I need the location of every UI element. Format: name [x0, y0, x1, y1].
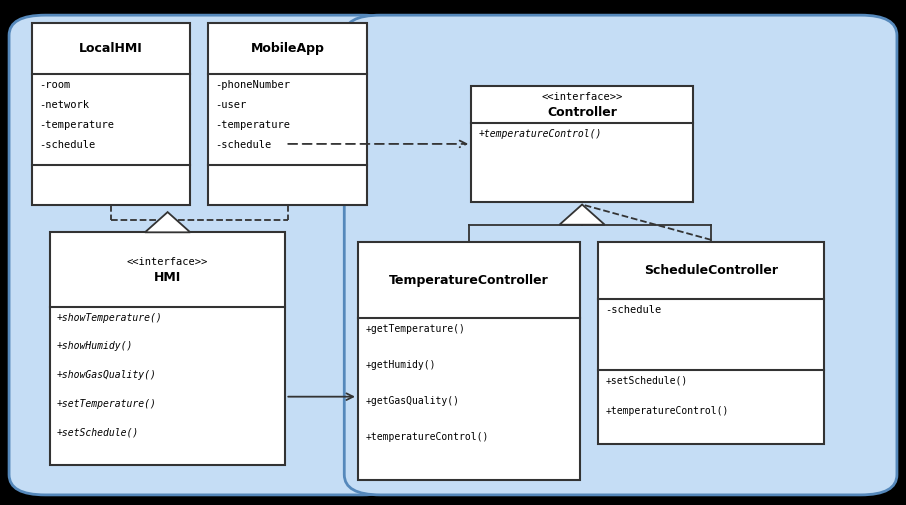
Text: <<interface>>: <<interface>>: [542, 92, 622, 102]
Text: -room: -room: [39, 80, 70, 90]
Polygon shape: [145, 212, 190, 232]
FancyBboxPatch shape: [344, 15, 897, 495]
Polygon shape: [560, 205, 605, 225]
Text: -schedule: -schedule: [39, 140, 95, 150]
Text: +showGasQuality(): +showGasQuality(): [57, 370, 157, 380]
Text: MobileApp: MobileApp: [251, 42, 324, 55]
FancyBboxPatch shape: [50, 232, 285, 465]
Text: +getTemperature(): +getTemperature(): [365, 324, 465, 334]
Text: Controller: Controller: [547, 106, 617, 119]
Text: -user: -user: [216, 100, 246, 110]
FancyBboxPatch shape: [471, 86, 693, 202]
Text: +setSchedule(): +setSchedule(): [57, 428, 140, 437]
FancyBboxPatch shape: [598, 242, 824, 444]
Text: -phoneNumber: -phoneNumber: [216, 80, 291, 90]
Text: -temperature: -temperature: [39, 120, 114, 130]
Text: +setSchedule(): +setSchedule(): [605, 376, 688, 386]
Text: TemperatureController: TemperatureController: [389, 274, 549, 287]
Text: -network: -network: [39, 100, 89, 110]
Text: +temperatureControl(): +temperatureControl(): [365, 432, 488, 442]
Text: -schedule: -schedule: [216, 140, 272, 150]
Text: +showTemperature(): +showTemperature(): [57, 313, 163, 323]
FancyBboxPatch shape: [208, 23, 367, 205]
Text: +showHumidy(): +showHumidy(): [57, 341, 133, 351]
Text: -temperature: -temperature: [216, 120, 291, 130]
Text: +getGasQuality(): +getGasQuality(): [365, 396, 459, 406]
Text: -schedule: -schedule: [605, 305, 661, 315]
Text: <<interface>>: <<interface>>: [127, 257, 208, 267]
Text: ScheduleController: ScheduleController: [644, 264, 778, 277]
Text: HMI: HMI: [154, 271, 181, 283]
FancyBboxPatch shape: [358, 242, 580, 480]
Text: +getHumidy(): +getHumidy(): [365, 360, 436, 370]
Text: LocalHMI: LocalHMI: [79, 42, 143, 55]
FancyBboxPatch shape: [32, 23, 190, 205]
Text: +setTemperature(): +setTemperature(): [57, 399, 157, 409]
FancyBboxPatch shape: [9, 15, 399, 495]
Text: +temperatureControl(): +temperatureControl(): [605, 406, 728, 416]
Text: +temperatureControl(): +temperatureControl(): [478, 129, 602, 139]
